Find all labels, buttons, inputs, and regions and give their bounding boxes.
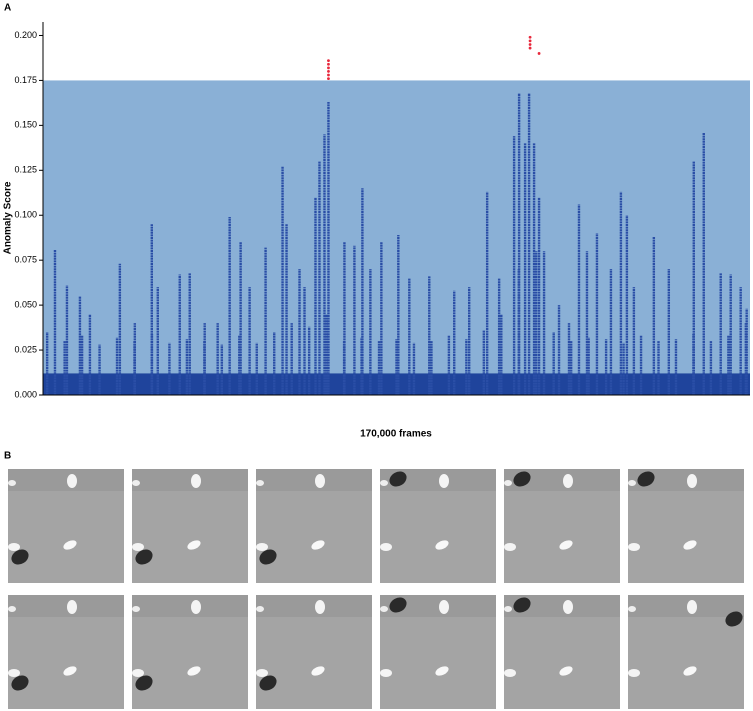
animal xyxy=(513,471,531,487)
light-spot xyxy=(683,540,697,550)
y-tick-label: 0.175 xyxy=(14,75,37,85)
y-tick-label: 0.025 xyxy=(14,344,37,354)
light-spot xyxy=(187,666,201,676)
light-spot xyxy=(563,474,573,488)
animal xyxy=(637,471,655,487)
panel-label: A xyxy=(4,3,11,14)
y-tick-label: 0.075 xyxy=(14,255,37,265)
light-spot xyxy=(439,600,449,614)
animal xyxy=(259,549,277,565)
animal xyxy=(389,471,407,487)
light-spot xyxy=(256,480,264,486)
y-axis-label: Anomaly Score xyxy=(3,181,14,254)
light-spot xyxy=(132,480,140,486)
light-spot xyxy=(380,669,392,677)
panel-label: B xyxy=(4,451,11,462)
light-spot xyxy=(683,666,697,676)
y-tick-label: 0.150 xyxy=(14,120,37,130)
animal xyxy=(513,597,531,613)
light-spot xyxy=(67,474,77,488)
light-spot xyxy=(559,540,573,550)
animal xyxy=(389,597,407,613)
light-spot xyxy=(380,606,388,612)
animal xyxy=(11,549,29,565)
light-spot xyxy=(628,669,640,677)
animal xyxy=(135,549,153,565)
light-spot xyxy=(8,480,16,486)
light-spot xyxy=(504,480,512,486)
light-spot xyxy=(628,606,636,612)
light-spot xyxy=(687,600,697,614)
light-spot xyxy=(67,600,77,614)
light-spot xyxy=(315,600,325,614)
animal xyxy=(135,675,153,691)
anomaly-point xyxy=(327,70,330,73)
animal xyxy=(11,675,29,691)
light-spot xyxy=(435,540,449,550)
light-spot xyxy=(256,543,268,551)
light-spot xyxy=(315,474,325,488)
tile-shade xyxy=(628,595,744,617)
anomaly-point xyxy=(327,59,330,63)
tile-shade xyxy=(256,469,372,491)
light-spot xyxy=(311,666,325,676)
anomaly-point xyxy=(537,52,541,55)
light-spot xyxy=(504,606,512,612)
animal xyxy=(259,675,277,691)
light-spot xyxy=(628,543,640,551)
animal xyxy=(725,611,743,627)
light-spot xyxy=(439,474,449,488)
tile-shade xyxy=(132,595,248,617)
y-tick-label: 0.100 xyxy=(14,210,37,220)
y-tick-label: 0.200 xyxy=(14,30,37,40)
tile-shade xyxy=(8,595,124,617)
light-spot xyxy=(132,669,144,677)
anomaly-point xyxy=(327,73,330,77)
light-spot xyxy=(191,600,201,614)
light-spot xyxy=(8,669,20,677)
tile-shade xyxy=(380,469,496,491)
light-spot xyxy=(311,540,325,550)
light-spot xyxy=(132,606,140,612)
anomaly-point xyxy=(528,46,532,50)
light-spot xyxy=(559,666,573,676)
anomaly-point xyxy=(327,77,330,81)
light-spot xyxy=(8,543,20,551)
light-spot xyxy=(8,606,16,612)
anomaly-point xyxy=(528,35,532,39)
tile-shade xyxy=(256,595,372,617)
light-spot xyxy=(63,666,77,676)
tile-shade xyxy=(380,595,496,617)
y-tick-label: 0.125 xyxy=(14,165,37,175)
tile-shade xyxy=(504,469,620,491)
anomaly-point xyxy=(327,62,330,66)
frame-images xyxy=(8,469,744,709)
light-spot xyxy=(132,543,144,551)
light-spot xyxy=(380,543,392,551)
light-spot xyxy=(628,480,636,486)
light-spot xyxy=(191,474,201,488)
light-spot xyxy=(256,606,264,612)
light-spot xyxy=(504,543,516,551)
light-spot xyxy=(187,540,201,550)
tile-shade xyxy=(628,469,744,491)
y-tick-label: 0.000 xyxy=(14,389,37,399)
light-spot xyxy=(380,480,388,486)
light-spot xyxy=(687,474,697,488)
tile-shade xyxy=(132,469,248,491)
anomaly-point xyxy=(528,39,532,43)
tile-shade xyxy=(8,469,124,491)
light-spot xyxy=(63,540,77,550)
light-spot xyxy=(435,666,449,676)
light-spot xyxy=(256,669,268,677)
light-spot xyxy=(563,600,573,614)
x-axis-label: 170,000 frames xyxy=(360,429,432,440)
anomaly-point xyxy=(528,43,532,46)
light-spot xyxy=(504,669,516,677)
anomaly-point xyxy=(327,66,330,70)
y-tick-label: 0.050 xyxy=(14,299,37,309)
tile-shade xyxy=(504,595,620,617)
